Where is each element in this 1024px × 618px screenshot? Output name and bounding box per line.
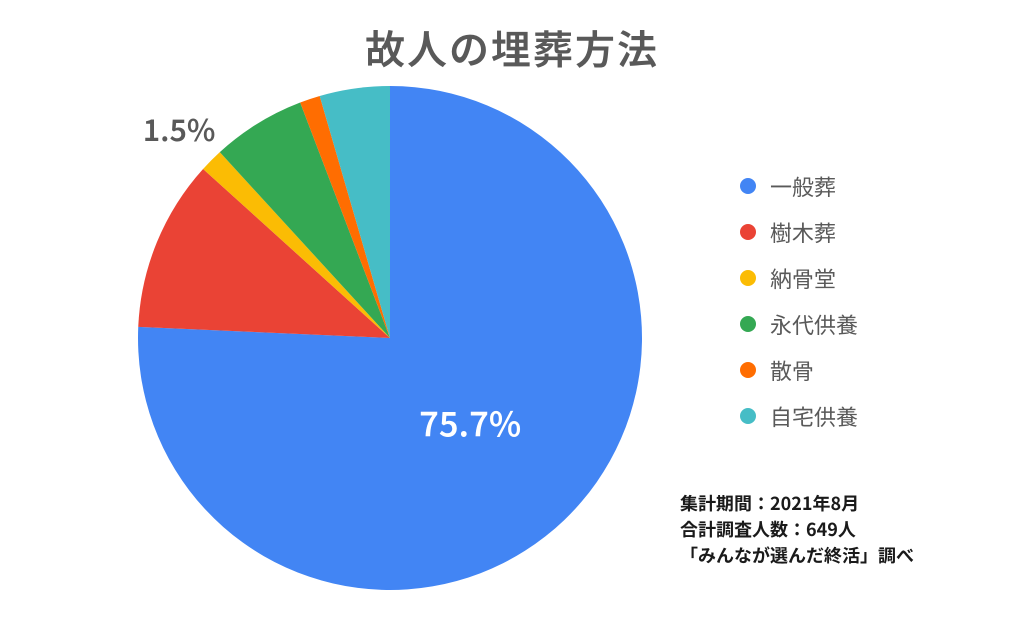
legend-item: 一般葬: [740, 170, 858, 202]
legend-label: 自宅供養: [770, 400, 858, 432]
footnote-line: 合計調査人数：649人: [680, 516, 914, 542]
legend: 一般葬樹木葬納骨堂永代供養散骨自宅供養: [740, 170, 858, 446]
legend-item: 散骨: [740, 354, 858, 386]
legend-swatch: [740, 316, 756, 332]
legend-label: 納骨堂: [770, 262, 836, 294]
legend-label: 一般葬: [770, 170, 836, 202]
legend-label: 永代供養: [770, 308, 858, 340]
legend-item: 樹木葬: [740, 216, 858, 248]
legend-label: 樹木葬: [770, 216, 836, 248]
pie-slice-value: 75.7%: [419, 397, 521, 446]
legend-label: 散骨: [770, 354, 814, 386]
pie-chart-svg: [130, 78, 650, 598]
legend-item: 自宅供養: [740, 400, 858, 432]
pie-slice-value: 1.5%: [143, 106, 216, 150]
pie-chart: 75.7% 1.5%: [130, 78, 650, 598]
chart-title: 故人の埋葬方法: [0, 18, 1024, 76]
legend-item: 永代供養: [740, 308, 858, 340]
footnote-line: 「みんなが選んだ終活」調べ: [680, 542, 914, 568]
legend-swatch: [740, 178, 756, 194]
footnote: 集計期間：2021年8月合計調査人数：649人「みんなが選んだ終活」調べ: [680, 490, 914, 568]
legend-swatch: [740, 270, 756, 286]
legend-swatch: [740, 408, 756, 424]
legend-swatch: [740, 224, 756, 240]
page-root: 故人の埋葬方法 75.7% 1.5% 一般葬樹木葬納骨堂永代供養散骨自宅供養 集計…: [0, 0, 1024, 618]
footnote-line: 集計期間：2021年8月: [680, 490, 914, 516]
legend-swatch: [740, 362, 756, 378]
legend-item: 納骨堂: [740, 262, 858, 294]
